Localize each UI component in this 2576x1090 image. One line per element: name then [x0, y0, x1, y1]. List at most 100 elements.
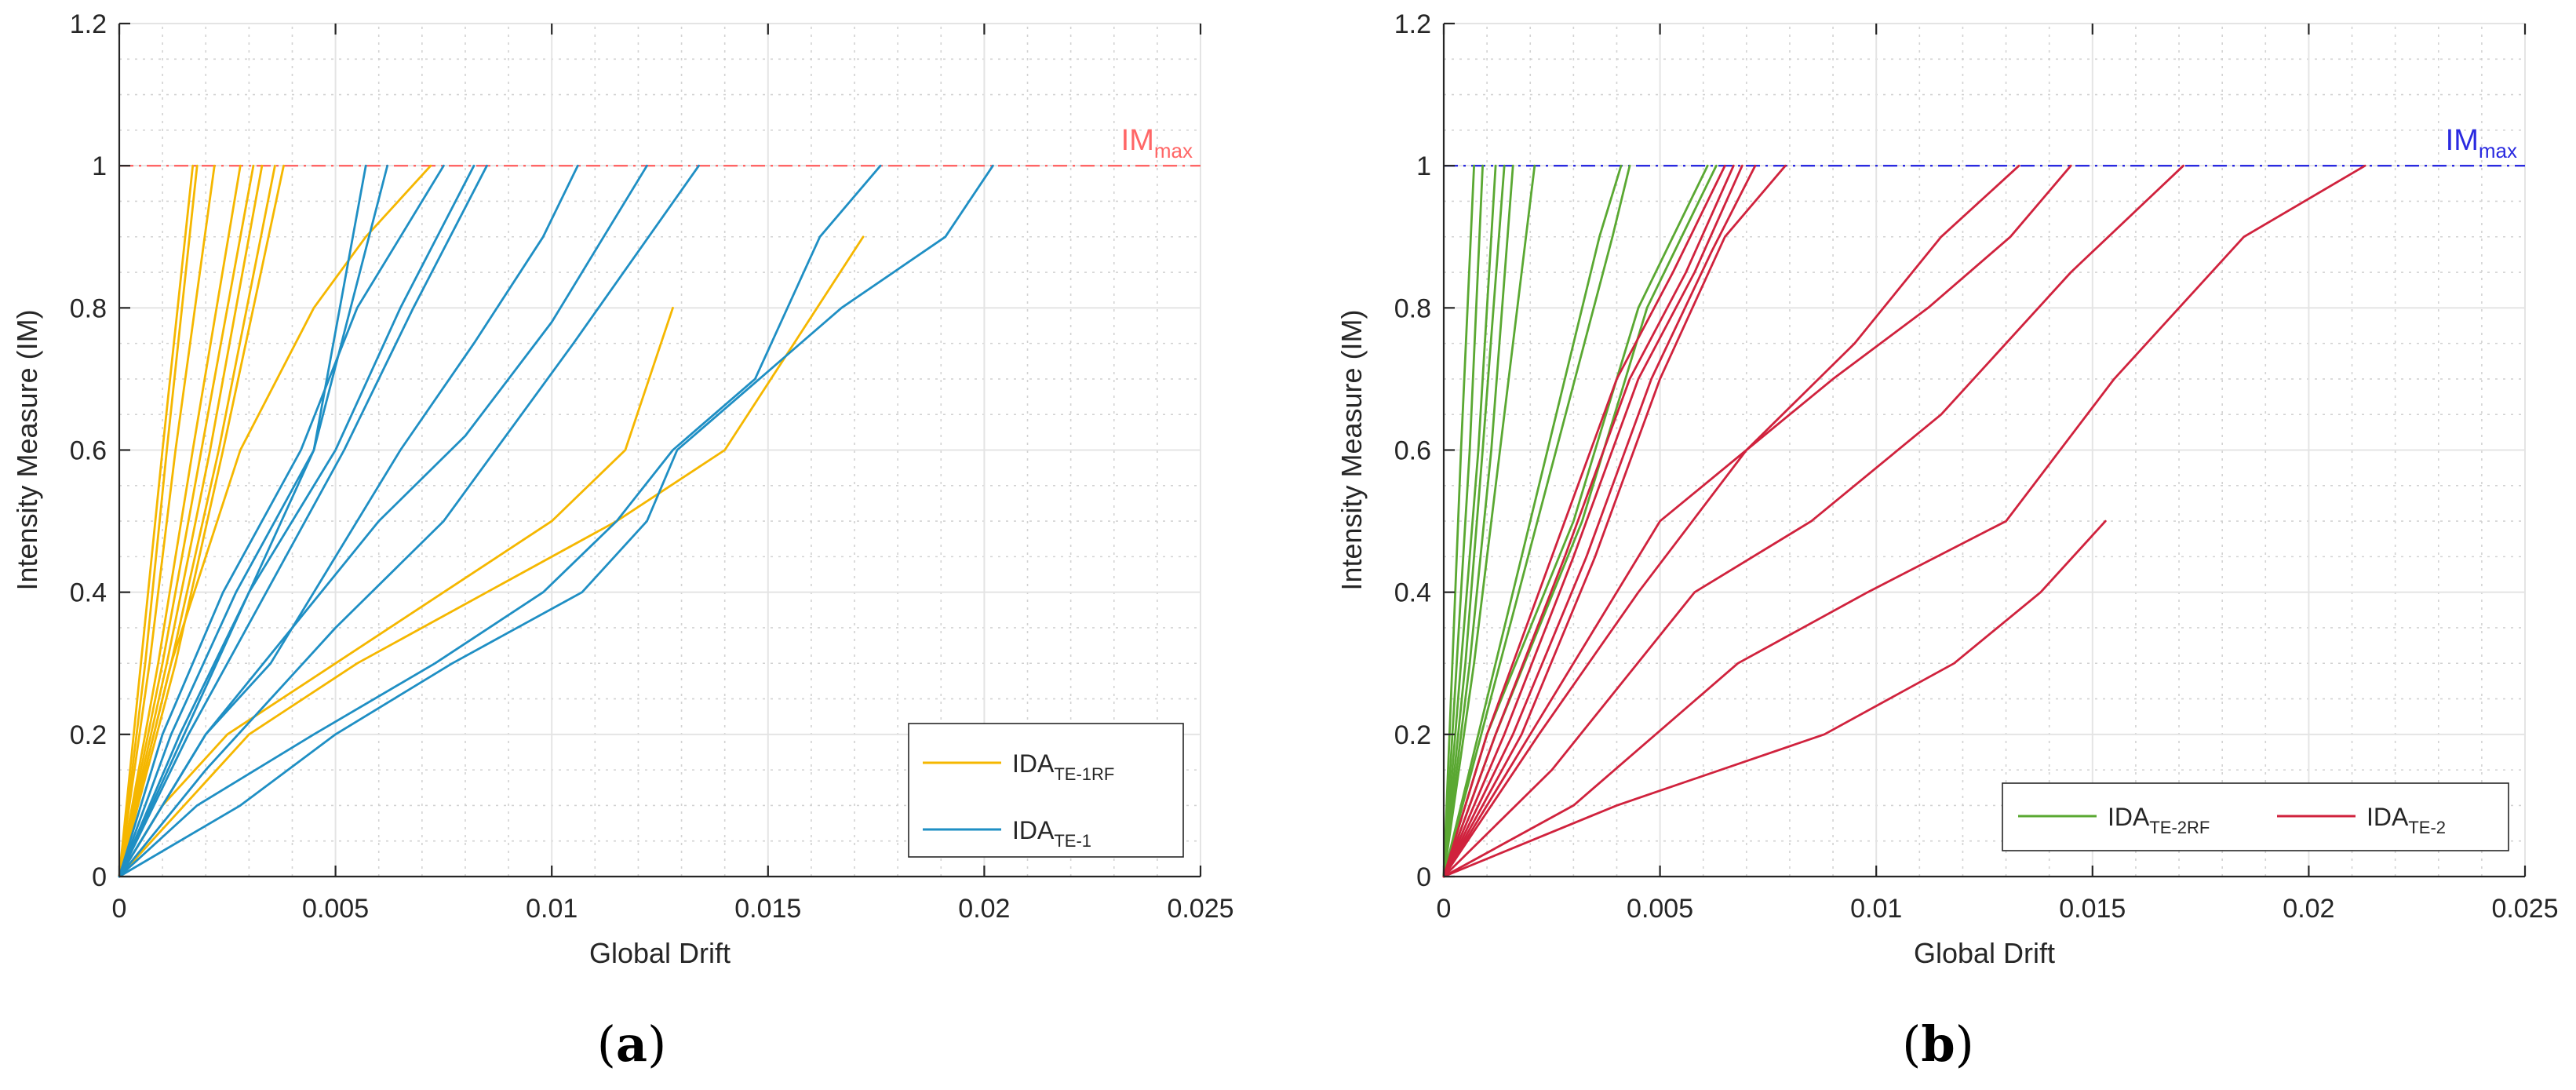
- series-line: [1442, 164, 1631, 878]
- x-axis-label: Global Drift: [1914, 937, 2055, 969]
- series-line: [1442, 164, 1497, 878]
- grid: [1443, 23, 2526, 877]
- series-line: [1442, 164, 1787, 878]
- x-tick-label: 0.025: [2491, 894, 2558, 924]
- series-line: [118, 164, 242, 878]
- series-line: [1442, 164, 1514, 878]
- x-tick-label: 0.005: [302, 894, 369, 924]
- series-group-te-1rf: [118, 164, 865, 878]
- legend-entry-main: IDA: [2366, 803, 2409, 831]
- series-line: [1442, 164, 1726, 878]
- x-tick-label: 0.015: [734, 894, 801, 924]
- series-line: [1442, 164, 1536, 878]
- series-line: [118, 164, 700, 878]
- series-line: [1442, 519, 2107, 878]
- x-axis-label: Global Drift: [589, 937, 731, 969]
- y-tick-label: 0.4: [1394, 578, 1431, 608]
- legend-entry-sub: TE-1: [1054, 831, 1091, 851]
- y-tick-label: 0: [1416, 862, 1431, 892]
- x-tick-label: 0.025: [1167, 894, 1233, 924]
- legend-entry: IDATE-2RF: [2108, 803, 2210, 837]
- series-line: [1442, 164, 1484, 878]
- x-tick-label: 0.02: [958, 894, 1010, 924]
- y-tick-label: 0.8: [1394, 293, 1431, 323]
- series-line: [118, 164, 285, 878]
- y-tick-label: 0: [92, 862, 107, 892]
- im-max-label: IMmax: [1121, 124, 1193, 162]
- legend: IDATE-2RF IDATE-2: [2002, 782, 2509, 851]
- im-max-label-sub: max: [2479, 139, 2517, 162]
- legend-box: [908, 723, 1184, 858]
- series-line: [118, 164, 199, 878]
- series-line: [118, 306, 674, 878]
- panel-label: (b): [1902, 1015, 1974, 1073]
- series-group-te-2: [1442, 164, 2366, 878]
- panel-label: (a): [597, 1015, 667, 1073]
- y-axis-label: Intensity Measure (IM): [1335, 309, 1368, 590]
- legend-entry-sub: TE-2: [2408, 818, 2446, 837]
- series-group-te-2rf: [1442, 164, 1718, 878]
- series-line: [118, 164, 488, 878]
- legend-entry: IDATE-1: [1012, 816, 1091, 851]
- y-tick-label: 1.2: [70, 9, 107, 39]
- panel-label-open: (: [1902, 1015, 1921, 1073]
- y-tick-label: 0.8: [70, 293, 107, 323]
- legend-entry-main: IDA: [2108, 803, 2150, 831]
- y-tick-label: 0.4: [70, 578, 107, 608]
- series-group-te-1: [118, 164, 994, 878]
- series-line: [118, 235, 865, 878]
- legend-entry-main: IDA: [1012, 816, 1055, 844]
- series-line: [118, 164, 445, 878]
- legend-entry-main: IDA: [1012, 749, 1055, 778]
- panel-label-open: (: [597, 1015, 616, 1073]
- legend-entry-sub: TE-2RF: [2149, 818, 2210, 837]
- x-tick-label: 0.01: [1850, 894, 1902, 924]
- y-tick-label: 1: [1416, 151, 1431, 181]
- series-line: [118, 164, 195, 878]
- y-tick-label: 1: [92, 151, 107, 181]
- im-max-label-sub: max: [1154, 139, 1193, 162]
- series-line: [1442, 164, 1757, 878]
- series-line: [1442, 164, 1506, 878]
- x-tick-label: 0.01: [526, 894, 578, 924]
- chart-panel-b: IMmax 0 0.005 0.01 0.015 0.02 0.025 0 0.2 0.4 0.6 0…: [1335, 9, 2559, 1073]
- series-line: [118, 164, 648, 878]
- x-tick-label: 0: [1437, 894, 1452, 924]
- series-line: [118, 164, 216, 878]
- series-line: [1442, 164, 2072, 878]
- panel-label-letter: b: [1921, 1015, 1955, 1073]
- series-line: [1442, 164, 2020, 878]
- series-line: [1442, 164, 2184, 878]
- legend-entry-sub: TE-1RF: [1054, 764, 1114, 784]
- x-tick-label: 0: [112, 894, 127, 924]
- series-line: [118, 164, 475, 878]
- series-line: [118, 164, 255, 878]
- series-line: [1442, 164, 1743, 878]
- y-tick-label: 0.2: [1394, 720, 1431, 750]
- y-axis-label: Intensity Measure (IM): [11, 309, 43, 590]
- y-tick-label: 0.2: [70, 720, 107, 750]
- series-line: [118, 164, 882, 878]
- legend-entry: IDATE-2: [2366, 803, 2446, 837]
- series-line: [118, 164, 432, 878]
- im-max-label-main: IM: [1121, 124, 1154, 157]
- series-line: [1442, 164, 2366, 878]
- y-tick-label: 0.6: [70, 436, 107, 466]
- series-line: [1442, 164, 1735, 878]
- series-line: [1442, 164, 1475, 878]
- legend-entry: IDATE-1RF: [1012, 749, 1114, 784]
- series-line: [118, 164, 994, 878]
- im-max-label-main: IM: [2446, 124, 2479, 157]
- im-max-label: IMmax: [2446, 124, 2517, 162]
- y-tick-label: 0.6: [1394, 436, 1431, 466]
- x-tick-label: 0.015: [2059, 894, 2126, 924]
- x-tick-label: 0.02: [2283, 894, 2334, 924]
- x-tick-label: 0.005: [1627, 894, 1693, 924]
- chart-panel-a: IMmax 0 0.005 0.01 0.015 0.02 0.025 0 0.2 0.4 0.6 0…: [11, 9, 1234, 1073]
- panel-label-close: ): [647, 1015, 666, 1073]
- y-tick-label: 1.2: [1394, 9, 1431, 39]
- series-line: [1442, 164, 1623, 878]
- panel-label-letter: a: [616, 1015, 647, 1073]
